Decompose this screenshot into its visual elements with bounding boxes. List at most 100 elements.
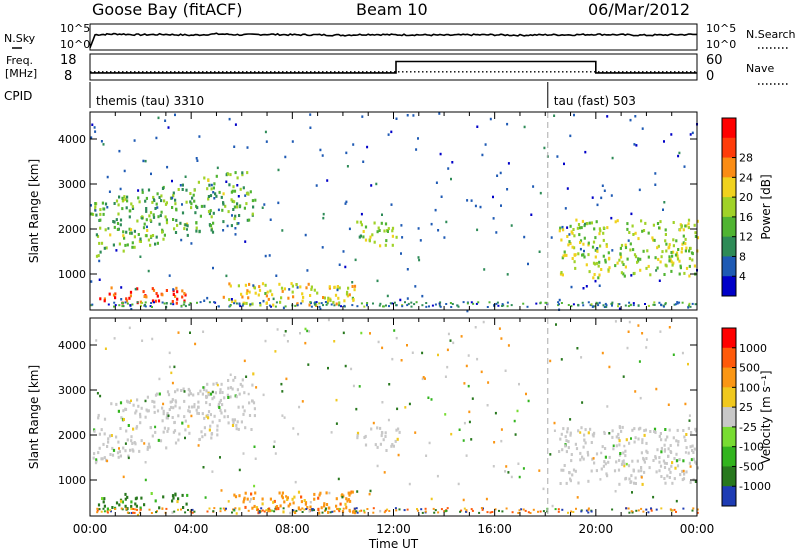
velocity-echo-cell (626, 346, 629, 350)
velocity-echo-cell (216, 433, 219, 437)
velocity-echo-cell (580, 356, 583, 359)
power-echo-cell (181, 211, 185, 215)
velocity-echo-cell (587, 479, 590, 483)
power-echo-cell (657, 257, 660, 261)
velocity-echo-cell (172, 406, 175, 410)
power-echo-cell (270, 305, 272, 308)
velocity-echo-cell (177, 331, 180, 334)
power-echo-cell (183, 292, 186, 295)
power-echo-cell (225, 173, 228, 177)
velocity-echo-cell (618, 443, 621, 447)
power-echo-cell (611, 304, 613, 307)
velocity-echo-cell (570, 510, 573, 513)
power-echo-cell (321, 246, 324, 249)
velocity-echo-cell (673, 477, 676, 481)
power-echo-cell (611, 249, 614, 252)
velocity-echo-cell (136, 398, 139, 402)
power-echo-cell (151, 299, 155, 303)
velocity-echo-cell (221, 391, 224, 394)
velocity-echo-cell (285, 377, 288, 381)
velocity-echo-cell (546, 510, 549, 513)
power-echo-cell (321, 154, 324, 157)
power-echo-cell (449, 302, 452, 304)
power-echo-cell (359, 220, 362, 224)
power-echo-cell (363, 305, 366, 308)
power-echo-cell (210, 183, 213, 187)
velocity-echo-cell (252, 372, 255, 376)
velocity-echo-cell (216, 424, 219, 428)
velocity-echo-cell (579, 431, 582, 434)
power-echo-cell (192, 193, 195, 197)
power-echo-cell (310, 285, 313, 289)
velocity-echo-cell (493, 441, 496, 444)
velocity-echo-cell (586, 450, 589, 454)
velocity-echo-cell (648, 466, 651, 470)
power-echo-cell (679, 264, 682, 268)
power-echo-cell (600, 268, 603, 271)
velocity-background (90, 318, 697, 516)
power-echo-cell (248, 282, 251, 286)
freq-left-unit: [MHz] (5, 67, 37, 80)
power-echo-cell (291, 284, 294, 288)
power-echo-cell (616, 219, 619, 223)
power-echo-cell (164, 215, 167, 219)
power-echo-cell (586, 222, 589, 226)
velocity-echo-cell (206, 413, 209, 417)
velocity-colorbar-swatch (722, 426, 736, 448)
power-echo-cell (190, 202, 193, 206)
velocity-echo-cell (684, 402, 687, 406)
velocity-echo-cell (197, 400, 200, 404)
power-echo-cell (144, 303, 146, 306)
velocity-echo-cell (440, 508, 443, 511)
velocity-echo-cell (112, 448, 116, 452)
power-echo-cell (246, 171, 249, 175)
power-echo-cell (122, 305, 125, 308)
power-echo-cell (413, 303, 416, 306)
velocity-colorbar-tick-label: 1000 (739, 342, 767, 355)
velocity-echo-cell (337, 507, 340, 511)
velocity-echo-cell (124, 449, 127, 453)
velocity-echo-cell (229, 373, 232, 376)
power-echo-cell (655, 269, 658, 272)
velocity-echo-cell (507, 471, 510, 474)
velocity-echo-cell (171, 494, 175, 498)
velocity-colorbar-tick-label: -500 (739, 460, 764, 473)
velocity-echo-cell (182, 387, 185, 391)
velocity-echo-cell (242, 500, 245, 504)
power-echo-cell (393, 301, 396, 304)
velocity-echo-cell (590, 469, 593, 473)
power-echo-cell (309, 113, 312, 116)
power-echo-cell (430, 222, 433, 226)
power-echo-cell (506, 301, 509, 304)
power-echo-cell (466, 302, 469, 305)
power-echo-cell (118, 242, 121, 246)
power-echo-cell (628, 231, 631, 234)
power-echo-cell (123, 236, 126, 240)
power-echo-cell (158, 222, 161, 226)
velocity-echo-cell (662, 459, 665, 463)
velocity-echo-cell (584, 441, 587, 445)
power-echo-cell (581, 219, 584, 223)
power-echo-cell (268, 254, 271, 257)
velocity-echo-cell (253, 414, 256, 418)
velocity-echo-cell (97, 413, 100, 417)
velocity-echo-cell (131, 442, 134, 445)
velocity-echo-cell (611, 429, 614, 433)
velocity-echo-cell (297, 490, 301, 494)
velocity-echo-cell (272, 500, 275, 504)
power-echo-cell (222, 220, 225, 224)
velocity-echo-cell (430, 497, 433, 501)
power-echo-cell (180, 238, 183, 242)
velocity-echo-cell (577, 481, 580, 485)
power-echo-cell (386, 230, 389, 233)
power-echo-cell (313, 303, 316, 306)
velocity-echo-cell (404, 406, 407, 409)
velocity-echo-cell (201, 412, 204, 416)
velocity-echo-cell (694, 427, 697, 431)
velocity-echo-cell (363, 511, 366, 514)
noise-right-tick-top: 10^5 (706, 22, 736, 35)
velocity-echo-cell (643, 429, 646, 433)
velocity-echo-cell (486, 511, 489, 514)
velocity-echo-cell (587, 507, 590, 510)
power-echo-cell (190, 242, 193, 245)
